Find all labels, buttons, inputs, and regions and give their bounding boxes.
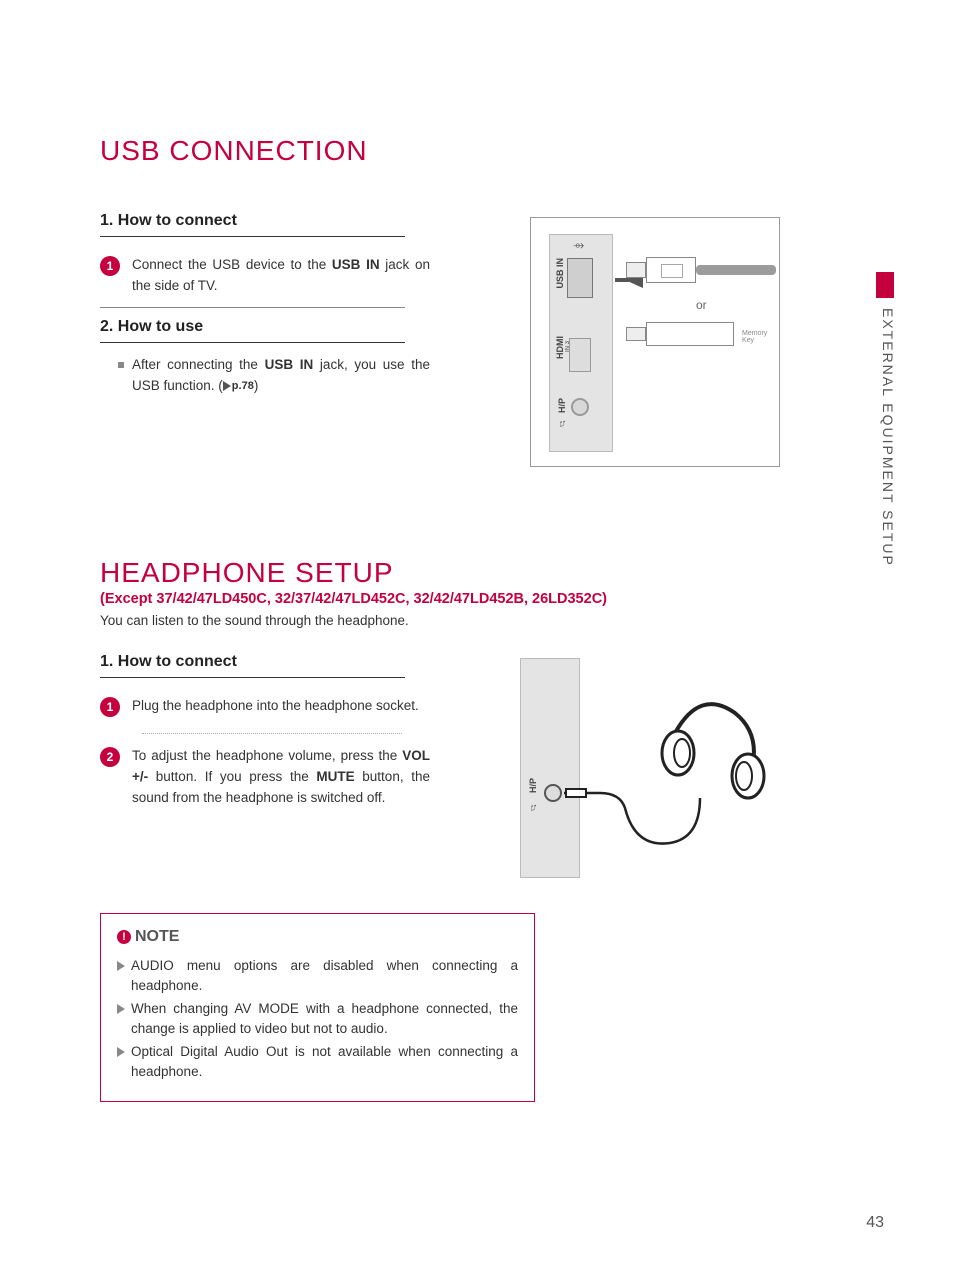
hp-subtitle: (Except 37/42/47LD450C, 32/37/42/47LD452… [100, 591, 874, 607]
usb-step-1: 1 Connect the USB device to the USB IN j… [100, 249, 430, 307]
hdmi-port [569, 338, 591, 372]
headphone-graphic [500, 658, 775, 878]
note-icon: ! [117, 930, 131, 944]
usb-use-heading: 2. How to use [100, 318, 430, 336]
usb-port [567, 258, 593, 298]
note-box: ! NOTE AUDIO menu options are disabled w… [100, 913, 535, 1102]
dotted-rule [142, 733, 402, 734]
text-bold: USB IN [332, 257, 380, 272]
text: To adjust the headphone volume, press th… [132, 748, 402, 763]
page-ref: p.78 [232, 380, 254, 392]
rule [100, 677, 405, 678]
square-bullet-icon [118, 362, 124, 368]
usb-use-bullet: After connecting the USB IN jack, you us… [100, 355, 430, 397]
hp-intro: You can listen to the sound through the … [100, 613, 874, 628]
hp-connect-heading: 1. How to connect [100, 653, 430, 671]
text-bold: MUTE [316, 769, 354, 784]
triangle-icon [117, 1004, 125, 1014]
text: After connecting the [132, 357, 265, 372]
usb-symbol-icon: ⬰ [573, 238, 584, 255]
text: ) [254, 378, 259, 393]
hdmi-label: HDMI [555, 336, 565, 359]
hp-step2-text: To adjust the headphone volume, press th… [132, 746, 430, 809]
hp-left-column: 1. How to connect 1 Plug the headphone i… [100, 653, 430, 878]
hp-step-2: 2 To adjust the headphone volume, press … [100, 740, 430, 819]
usb-connection-diagram: USB IN ⬰ HDMI IN 3 H/P ♫ or Memory Key [530, 217, 780, 467]
usb-use-text: After connecting the USB IN jack, you us… [132, 355, 430, 397]
hp-jack [571, 398, 589, 416]
usb-left-column: 1. How to connect 1 Connect the USB devi… [100, 212, 430, 467]
hp-step-1: 1 Plug the headphone into the headphone … [100, 690, 430, 727]
note-title-text: NOTE [135, 928, 179, 946]
sidebar-section-label: EXTERNAL EQUIPMENT SETUP [880, 308, 896, 567]
page-number: 43 [866, 1214, 884, 1232]
text-bold: USB IN [265, 357, 314, 372]
memory-key-label: Memory Key [742, 330, 767, 344]
usb-in-label: USB IN [555, 258, 565, 289]
hp-port-label: H/P [557, 398, 567, 413]
triangle-icon [117, 1047, 125, 1057]
sidebar-accent-tab [876, 272, 894, 298]
usb-connect-heading: 1. How to connect [100, 212, 430, 230]
note-item: Optical Digital Audio Out is not availab… [117, 1042, 518, 1081]
usb-step1-text: Connect the USB device to the USB IN jac… [132, 255, 430, 297]
rule [100, 342, 405, 343]
headphone-diagram: H/P ♫ [500, 658, 775, 878]
memory-key-graphic: Memory Key [646, 318, 766, 350]
rule [100, 236, 405, 237]
note-title: ! NOTE [117, 928, 518, 946]
text: button. If you press the [148, 769, 316, 784]
triangle-icon [117, 961, 125, 971]
step-badge-1: 1 [100, 256, 120, 276]
step-badge-2: 2 [100, 747, 120, 767]
text: Connect the USB device to the [132, 257, 332, 272]
usb-cable-graphic [646, 249, 766, 291]
note-item: When changing AV MODE with a headphone c… [117, 999, 518, 1038]
usb-section-title: USB CONNECTION [100, 135, 874, 167]
hp-section-title: HEADPHONE SETUP [100, 557, 874, 589]
triangle-icon [223, 381, 231, 391]
step-badge-1: 1 [100, 697, 120, 717]
note-text: When changing AV MODE with a headphone c… [131, 999, 518, 1038]
headphone-symbol-icon: ♫ [557, 418, 568, 429]
rule [100, 307, 405, 308]
note-text: Optical Digital Audio Out is not availab… [131, 1042, 518, 1081]
note-text: AUDIO menu options are disabled when con… [131, 956, 518, 995]
or-label: or [696, 298, 707, 312]
hp-step1-text: Plug the headphone into the headphone so… [132, 696, 419, 717]
note-item: AUDIO menu options are disabled when con… [117, 956, 518, 995]
